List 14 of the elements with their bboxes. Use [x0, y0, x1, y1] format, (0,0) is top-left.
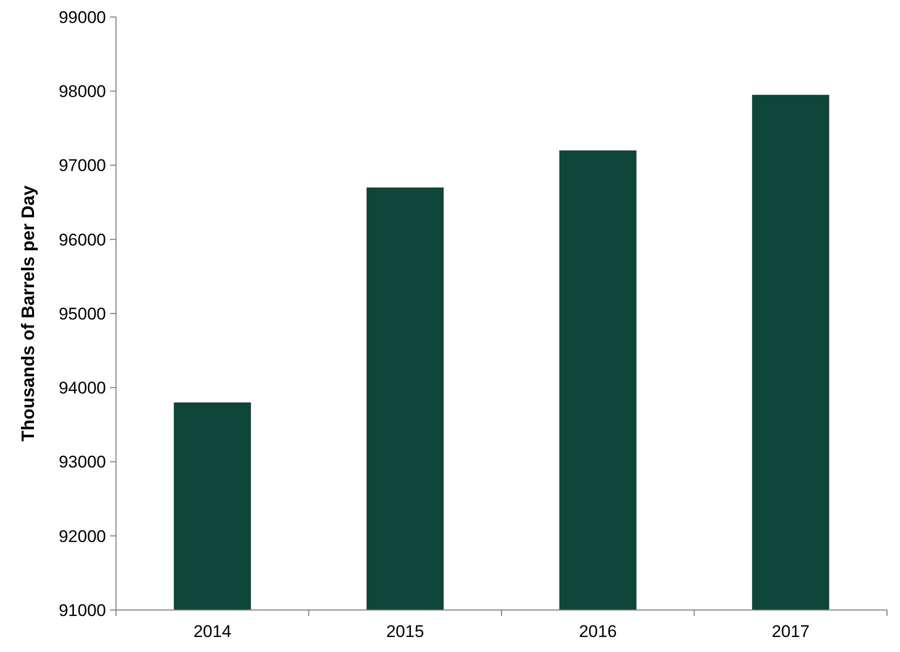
y-tick-label: 94000	[58, 378, 106, 398]
x-tick-label: 2016	[578, 622, 617, 641]
x-tick-label: 2017	[772, 622, 810, 641]
x-tick-label: 2014	[193, 622, 232, 641]
y-tick-label: 92000	[58, 526, 106, 546]
y-tick-label: 97000	[58, 156, 106, 176]
y-tick-label: 96000	[58, 230, 106, 250]
y-tick-label: 93000	[58, 452, 106, 472]
y-tick-label: 95000	[58, 304, 106, 324]
y-tick-label: 91000	[58, 600, 106, 620]
y-tick-label: 98000	[58, 82, 106, 102]
x-tick-label: 2015	[386, 622, 424, 641]
y-axis-title: Thousands of Barrels per Day	[18, 185, 38, 442]
y-tick-label: 99000	[58, 8, 106, 27]
